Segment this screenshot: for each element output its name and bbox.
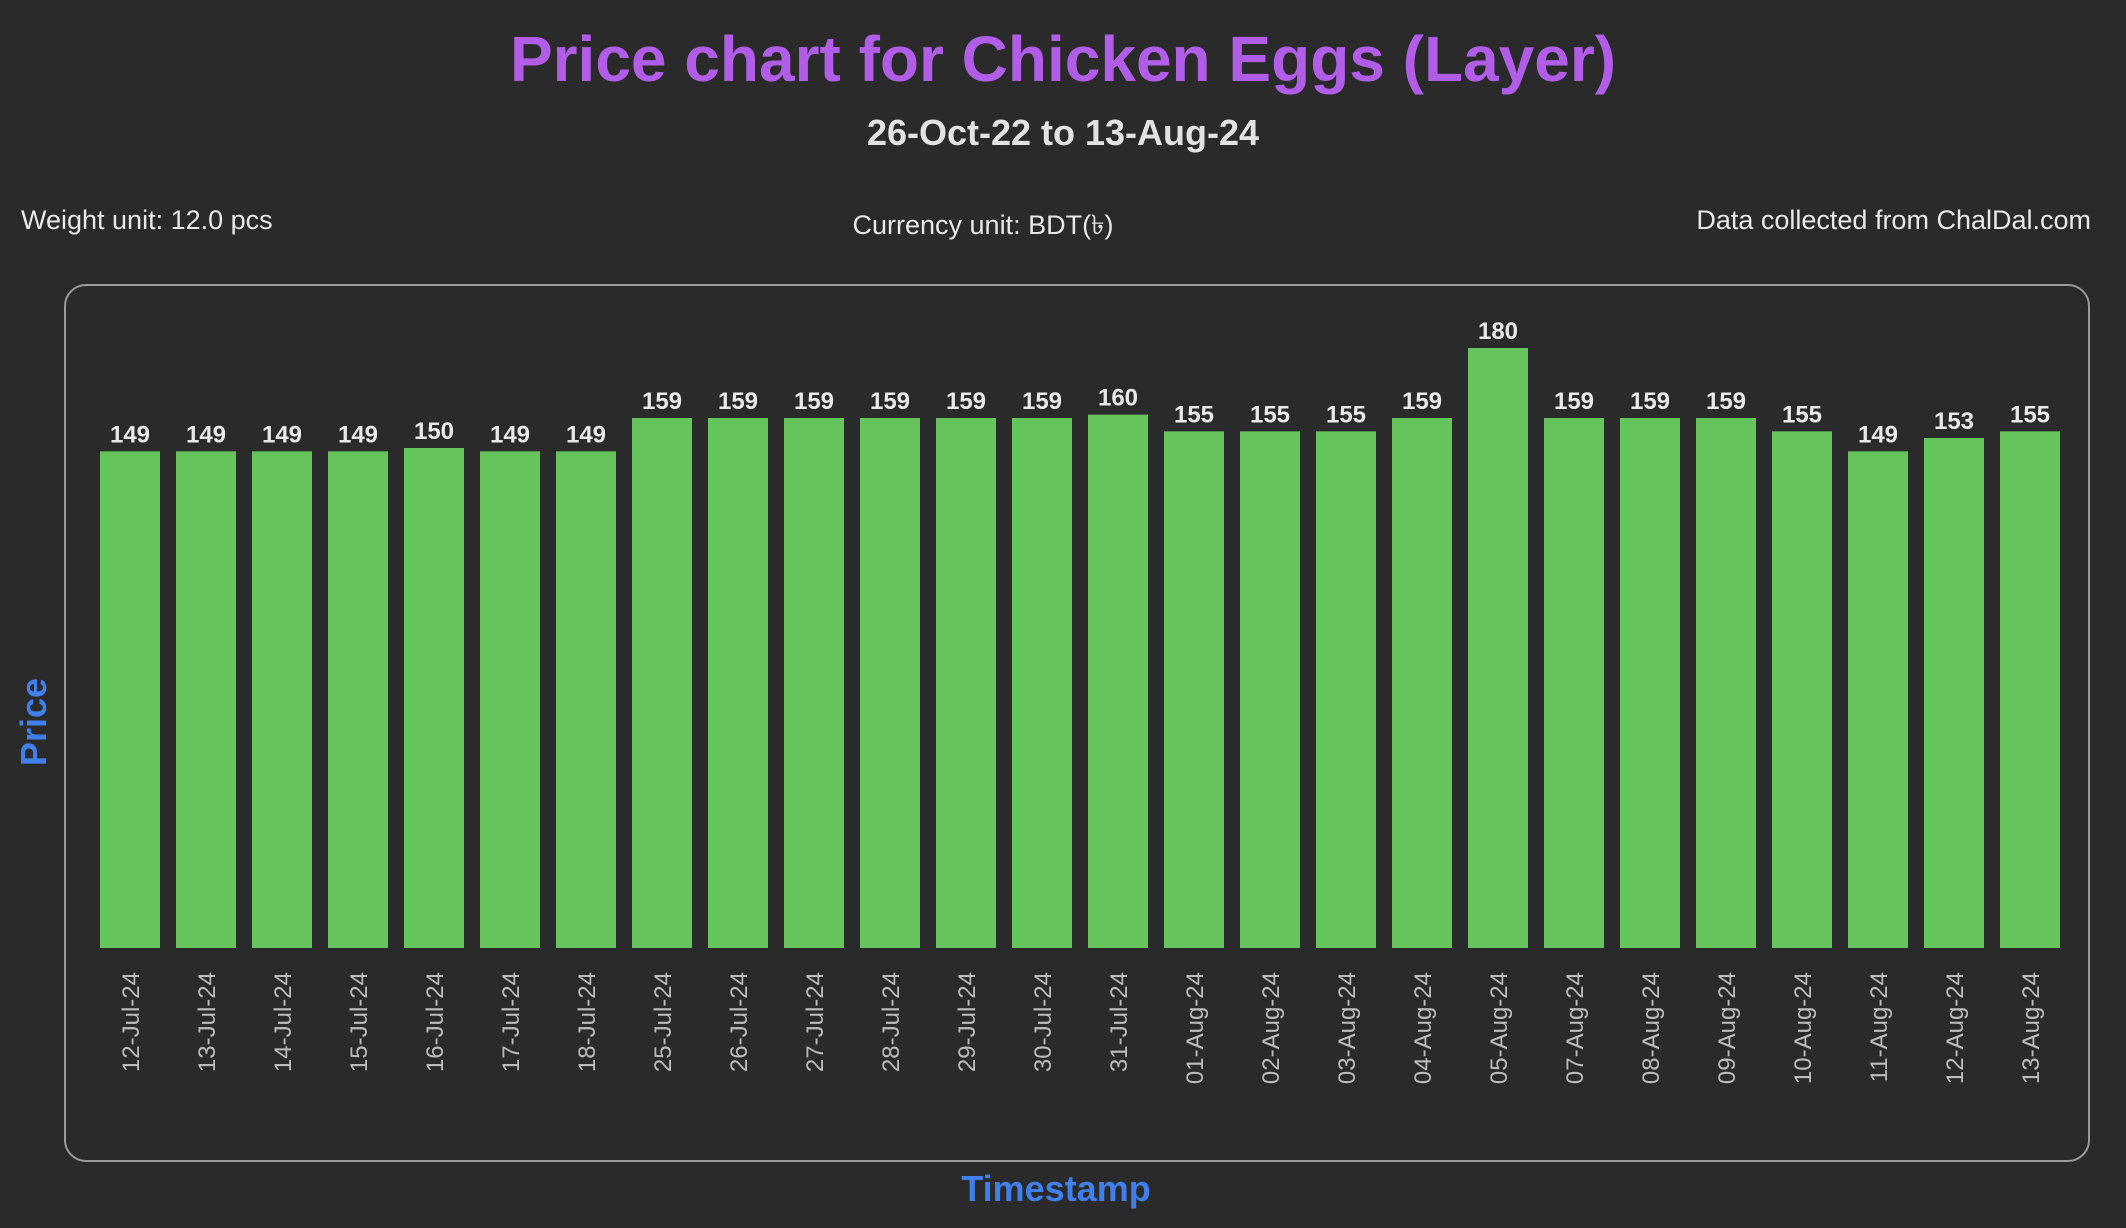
x-tick-label-28-Jul-24: 28-Jul-24 (878, 972, 905, 1072)
data-label-30-Jul-24: 159 (1022, 388, 1062, 415)
bar-17-Jul-24 (480, 451, 540, 948)
x-axis-label: Timestamp (961, 1168, 1151, 1209)
bar-29-Jul-24 (936, 418, 996, 948)
data-label-03-Aug-24: 155 (1326, 401, 1366, 428)
x-tick-label-16-Jul-24: 16-Jul-24 (422, 972, 449, 1072)
x-tick-label-13-Jul-24: 13-Jul-24 (194, 972, 221, 1072)
data-label-07-Aug-24: 159 (1554, 388, 1594, 415)
bar-12-Jul-24 (100, 451, 160, 948)
bar-28-Jul-24 (860, 418, 920, 948)
data-label-29-Jul-24: 159 (946, 388, 986, 415)
data-label-28-Jul-24: 159 (870, 388, 910, 415)
bar-05-Aug-24 (1468, 348, 1528, 948)
data-label-04-Aug-24: 159 (1402, 388, 1442, 415)
x-tick-label-31-Jul-24: 31-Jul-24 (1106, 972, 1133, 1072)
data-label-18-Jul-24: 149 (566, 421, 606, 448)
bar-13-Jul-24 (176, 451, 236, 948)
currency-unit-label: Currency unit: BDT(৳) (852, 210, 1114, 240)
page-title: Price chart for Chicken Eggs (Layer) (509, 23, 1617, 95)
x-tick-label-01-Aug-24: 01-Aug-24 (1182, 972, 1209, 1084)
bar-04-Aug-24 (1392, 418, 1452, 948)
data-label-05-Aug-24: 180 (1478, 318, 1518, 345)
bar-25-Jul-24 (632, 418, 692, 948)
data-label-02-Aug-24: 155 (1250, 401, 1290, 428)
data-label-11-Aug-24: 149 (1858, 421, 1898, 448)
data-label-10-Aug-24: 155 (1782, 401, 1822, 428)
bar-11-Aug-24 (1848, 451, 1908, 948)
data-label-09-Aug-24: 159 (1706, 388, 1746, 415)
x-tick-label-09-Aug-24: 09-Aug-24 (1714, 972, 1741, 1084)
x-tick-label-05-Aug-24: 05-Aug-24 (1486, 972, 1513, 1084)
data-label-14-Jul-24: 149 (262, 421, 302, 448)
bar-30-Jul-24 (1012, 418, 1072, 948)
bar-12-Aug-24 (1924, 438, 1984, 948)
x-tick-label-27-Jul-24: 27-Jul-24 (802, 972, 829, 1072)
x-tick-label-08-Aug-24: 08-Aug-24 (1638, 972, 1665, 1084)
bar-02-Aug-24 (1240, 431, 1300, 948)
data-label-01-Aug-24: 155 (1174, 401, 1214, 428)
x-tick-label-25-Jul-24: 25-Jul-24 (650, 972, 677, 1072)
x-tick-label-14-Jul-24: 14-Jul-24 (270, 972, 297, 1072)
data-label-16-Jul-24: 150 (414, 418, 454, 445)
bar-18-Jul-24 (556, 451, 616, 948)
chart-frame (64, 284, 2090, 1162)
data-label-13-Aug-24: 155 (2010, 401, 2050, 428)
x-tick-label-15-Jul-24: 15-Jul-24 (346, 972, 373, 1072)
data-label-27-Jul-24: 159 (794, 388, 834, 415)
data-label-12-Aug-24: 153 (1934, 408, 1974, 435)
x-tick-label-04-Aug-24: 04-Aug-24 (1410, 972, 1437, 1084)
bar-31-Jul-24 (1088, 414, 1148, 949)
bar-26-Jul-24 (708, 418, 768, 948)
bar-10-Aug-24 (1772, 431, 1832, 948)
bar-27-Jul-24 (784, 418, 844, 948)
data-label-15-Jul-24: 149 (338, 421, 378, 448)
x-tick-label-29-Jul-24: 29-Jul-24 (954, 972, 981, 1072)
x-tick-label-02-Aug-24: 02-Aug-24 (1258, 972, 1285, 1084)
bar-09-Aug-24 (1696, 418, 1756, 948)
x-tick-label-17-Jul-24: 17-Jul-24 (498, 972, 525, 1072)
data-label-13-Jul-24: 149 (186, 421, 226, 448)
bar-01-Aug-24 (1164, 431, 1224, 948)
page-subtitle: 26-Oct-22 to 13-Aug-24 (866, 112, 1260, 153)
x-tick-label-26-Jul-24: 26-Jul-24 (726, 972, 753, 1072)
data-label-31-Jul-24: 160 (1098, 385, 1138, 412)
x-tick-label-03-Aug-24: 03-Aug-24 (1334, 972, 1361, 1084)
x-tick-label-07-Aug-24: 07-Aug-24 (1562, 972, 1589, 1084)
bar-08-Aug-24 (1620, 418, 1680, 948)
bar-16-Jul-24 (404, 448, 464, 948)
data-label-12-Jul-24: 149 (110, 421, 150, 448)
data-label-17-Jul-24: 149 (490, 421, 530, 448)
bar-15-Jul-24 (328, 451, 388, 948)
x-tick-label-12-Jul-24: 12-Jul-24 (118, 972, 145, 1072)
data-label-25-Jul-24: 159 (642, 388, 682, 415)
data-source-label: Data collected from ChalDal.com (1696, 205, 2091, 235)
data-label-26-Jul-24: 159 (718, 388, 758, 415)
bar-03-Aug-24 (1316, 431, 1376, 948)
x-tick-label-12-Aug-24: 12-Aug-24 (1942, 972, 1969, 1084)
weight-unit-label: Weight unit: 12.0 pcs (21, 205, 273, 235)
bar-13-Aug-24 (2000, 431, 2060, 948)
x-tick-label-18-Jul-24: 18-Jul-24 (574, 972, 601, 1072)
x-tick-label-30-Jul-24: 30-Jul-24 (1030, 972, 1057, 1072)
x-tick-label-10-Aug-24: 10-Aug-24 (1790, 972, 1817, 1084)
bar-07-Aug-24 (1544, 418, 1604, 948)
data-label-08-Aug-24: 159 (1630, 388, 1670, 415)
y-axis-label: Price (13, 677, 54, 767)
bar-14-Jul-24 (252, 451, 312, 948)
x-tick-label-11-Aug-24: 11-Aug-24 (1866, 972, 1893, 1082)
x-tick-label-13-Aug-24: 13-Aug-24 (2018, 972, 2045, 1084)
